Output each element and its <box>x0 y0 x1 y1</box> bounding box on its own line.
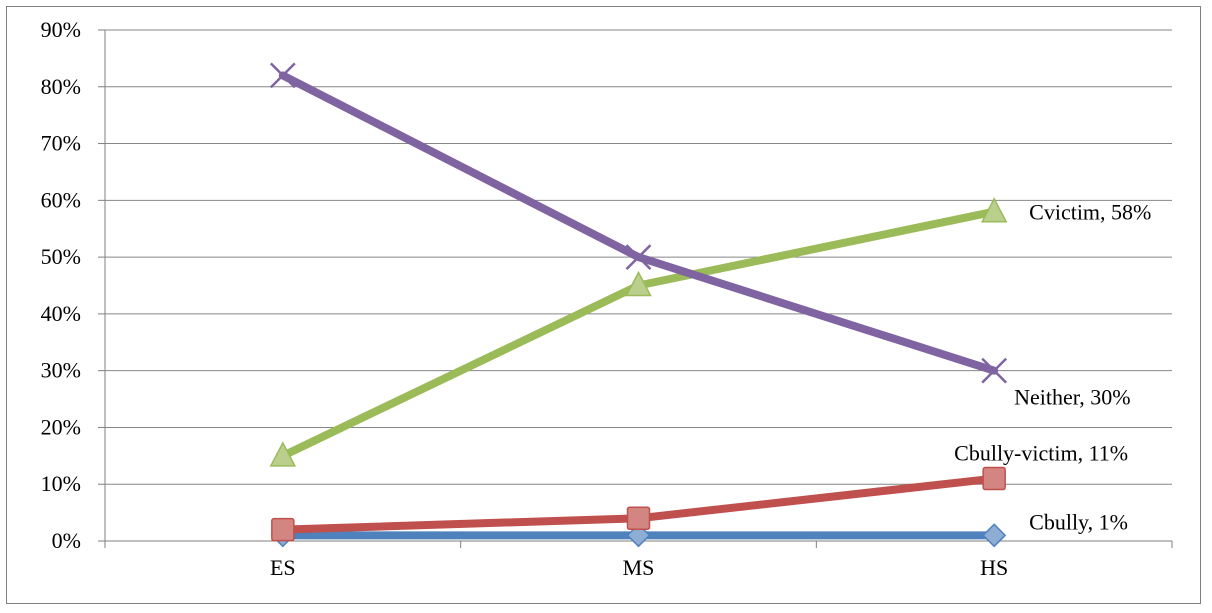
data-label-cbully: Cbully, 1% <box>1029 509 1128 534</box>
x-tick-label: ES <box>270 555 296 580</box>
data-point-neither <box>625 244 652 270</box>
x-tick-label: MS <box>623 555 655 580</box>
data-label-cbully-victim: Cbully-victim, 11% <box>954 441 1128 466</box>
y-tick-label: 50% <box>41 244 81 269</box>
y-tick-label: 60% <box>41 187 81 212</box>
data-point-neither <box>981 357 1008 384</box>
data-point-cbully-victim <box>271 517 295 542</box>
y-tick-label: 0% <box>52 528 81 553</box>
data-point-cbully <box>982 523 1007 548</box>
y-tick-label: 20% <box>41 414 81 439</box>
y-tick-label: 40% <box>41 301 81 326</box>
data-point-neither <box>269 62 296 89</box>
data-point-cvictim <box>980 197 1008 223</box>
data-label-neither: Neither, 30% <box>1014 385 1130 410</box>
data-point-cbully-victim <box>982 466 1006 491</box>
data-point-cbully-victim <box>626 506 651 531</box>
y-tick-label: 80% <box>41 74 81 99</box>
y-tick-label: 30% <box>41 358 81 383</box>
series-line-neither <box>278 71 999 375</box>
y-tick-label: 90% <box>41 17 81 42</box>
data-point-cvictim <box>269 441 297 467</box>
data-point-cvictim <box>625 270 652 297</box>
y-tick-label: 70% <box>41 131 81 156</box>
y-tick-label: 10% <box>41 471 81 496</box>
data-label-cvictim: Cvictim, 58% <box>1029 200 1151 225</box>
x-tick-label: HS <box>980 555 1008 580</box>
